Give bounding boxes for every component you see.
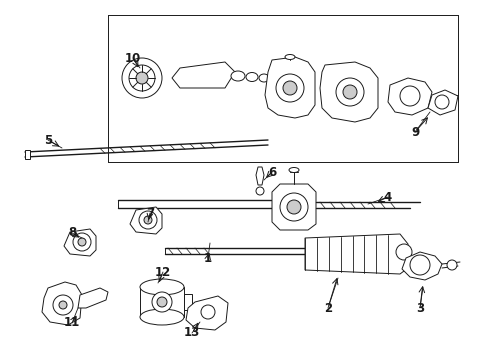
- Circle shape: [280, 193, 308, 221]
- Ellipse shape: [231, 71, 245, 81]
- Ellipse shape: [285, 54, 295, 59]
- Polygon shape: [428, 90, 458, 115]
- Circle shape: [287, 200, 301, 214]
- Polygon shape: [272, 184, 316, 230]
- Text: 10: 10: [125, 51, 141, 64]
- Ellipse shape: [289, 167, 299, 172]
- Polygon shape: [256, 167, 264, 185]
- Polygon shape: [388, 78, 432, 115]
- Circle shape: [157, 297, 167, 307]
- Polygon shape: [186, 296, 228, 330]
- Polygon shape: [320, 62, 378, 122]
- Polygon shape: [402, 252, 442, 280]
- Polygon shape: [42, 282, 82, 325]
- Ellipse shape: [246, 72, 258, 81]
- Text: 13: 13: [184, 327, 200, 339]
- Circle shape: [396, 244, 412, 260]
- Polygon shape: [140, 287, 184, 317]
- Text: 11: 11: [64, 316, 80, 329]
- Circle shape: [435, 95, 449, 109]
- Text: 3: 3: [416, 302, 424, 315]
- Circle shape: [139, 211, 157, 229]
- Circle shape: [400, 86, 420, 106]
- Circle shape: [447, 260, 457, 270]
- Polygon shape: [78, 288, 108, 308]
- Circle shape: [410, 255, 430, 275]
- Text: 2: 2: [324, 302, 332, 315]
- Polygon shape: [172, 62, 235, 88]
- Polygon shape: [25, 150, 30, 159]
- Circle shape: [73, 233, 91, 251]
- Ellipse shape: [259, 74, 269, 82]
- Circle shape: [136, 72, 148, 84]
- Circle shape: [144, 216, 152, 224]
- Circle shape: [256, 187, 264, 195]
- Ellipse shape: [140, 309, 184, 325]
- Text: 7: 7: [146, 207, 154, 220]
- Circle shape: [276, 74, 304, 102]
- Text: 1: 1: [204, 252, 212, 265]
- Circle shape: [122, 58, 162, 98]
- Polygon shape: [184, 294, 192, 310]
- Text: 8: 8: [68, 226, 76, 239]
- Polygon shape: [265, 57, 315, 118]
- Text: 9: 9: [411, 126, 419, 139]
- Polygon shape: [305, 234, 408, 274]
- Text: 4: 4: [384, 190, 392, 203]
- Circle shape: [336, 78, 364, 106]
- Polygon shape: [64, 229, 96, 256]
- Circle shape: [59, 301, 67, 309]
- Text: 5: 5: [44, 134, 52, 147]
- Circle shape: [129, 65, 155, 91]
- Circle shape: [53, 295, 73, 315]
- Text: 12: 12: [155, 266, 171, 279]
- Circle shape: [201, 305, 215, 319]
- Ellipse shape: [140, 279, 184, 295]
- Circle shape: [152, 292, 172, 312]
- Text: 6: 6: [268, 166, 276, 179]
- Circle shape: [78, 238, 86, 246]
- Polygon shape: [130, 207, 162, 234]
- Circle shape: [283, 81, 297, 95]
- Circle shape: [343, 85, 357, 99]
